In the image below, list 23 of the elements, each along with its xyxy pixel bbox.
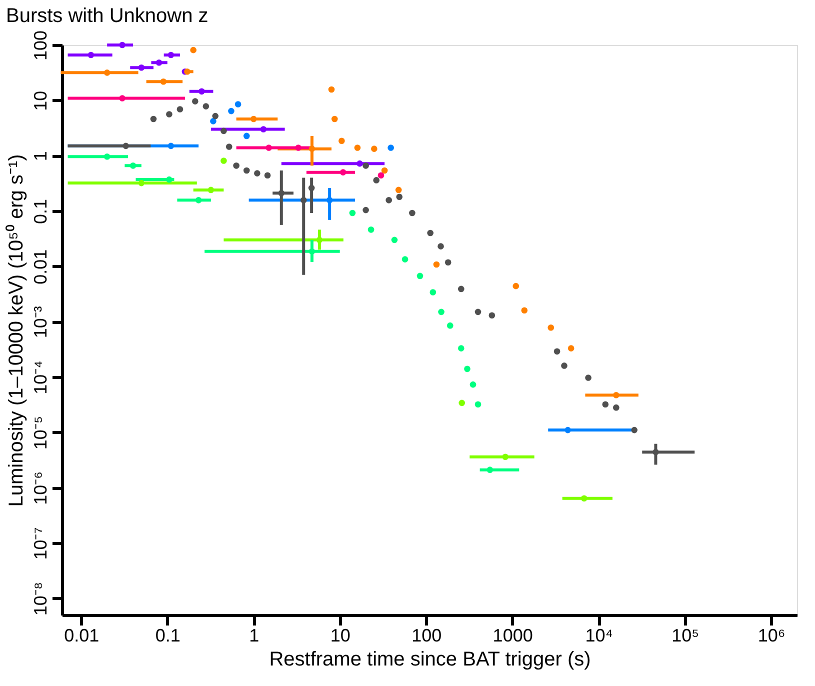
y-tick-label: 0.1 — [30, 198, 50, 224]
y-tick-label: 10⁻⁵ — [30, 416, 50, 450]
x-tick-label: 10⁴ — [585, 626, 613, 646]
x-axis-title: Restframe time since BAT trigger (s) — [269, 648, 591, 670]
x-tick-label: 10 — [330, 626, 350, 646]
y-tick-label: 100 — [30, 30, 50, 61]
chart-title: Bursts with Unknown z — [6, 4, 208, 27]
y-tick-label: 10⁻⁸ — [30, 582, 50, 616]
y-tick-label: 10⁻³ — [30, 306, 50, 338]
x-tick-label: 1 — [249, 626, 260, 646]
y-tick-label: 10⁻⁷ — [30, 527, 50, 560]
x-tick-label: 1000 — [492, 626, 533, 646]
x-tick-label: 10⁵ — [672, 626, 700, 646]
y-tick-label: 10 — [30, 90, 50, 111]
y-tick-label: 1 — [30, 151, 50, 162]
x-tick-label: 0.01 — [64, 626, 100, 646]
y-tick-label: 10⁻⁶ — [30, 471, 50, 505]
y-axis-title: Luminosity (1–10000 keV) (10⁵⁰ erg s⁻¹) — [4, 154, 28, 507]
x-tick-label: 100 — [412, 626, 442, 646]
x-tick-label: 10⁶ — [758, 626, 786, 646]
y-tick-label: 10⁻⁴ — [30, 360, 50, 394]
y-tick-label: 0.01 — [30, 249, 50, 284]
x-tick-label: 0.1 — [155, 626, 180, 646]
